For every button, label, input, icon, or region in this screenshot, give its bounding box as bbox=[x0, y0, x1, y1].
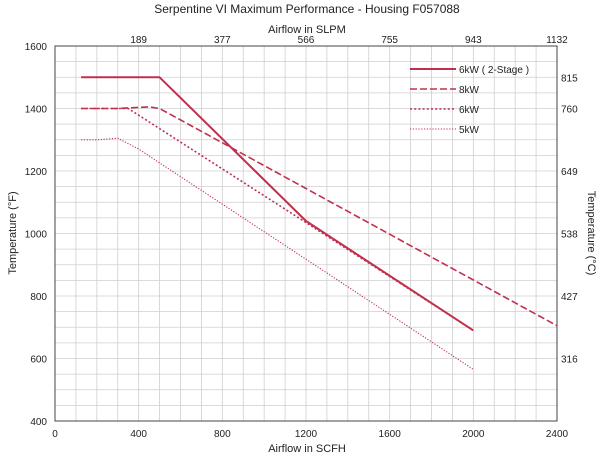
legend-label: 6kW bbox=[459, 105, 480, 116]
y2-tick-label: 649 bbox=[561, 167, 578, 178]
x2-tick-label: 566 bbox=[298, 35, 315, 46]
y-tick-label: 1200 bbox=[25, 167, 48, 178]
legend: 6kW ( 2-Stage ) 8kW 6kW 5kW bbox=[410, 65, 529, 136]
y2-tick-label: 815 bbox=[561, 73, 578, 84]
series-line-2 bbox=[81, 106, 558, 327]
y-tick-label: 1000 bbox=[25, 230, 48, 241]
y2-tick-label: 538 bbox=[561, 230, 578, 241]
chart-title: Serpentine VI Maximum Performance - Hous… bbox=[154, 2, 460, 16]
x-tick-label: 1200 bbox=[295, 429, 318, 440]
y-tick-label: 1400 bbox=[25, 105, 48, 116]
x2-axis-label: Airflow in SLPM bbox=[268, 24, 346, 36]
grid bbox=[55, 46, 557, 421]
y2-tick-label: 427 bbox=[561, 292, 578, 303]
x2-tick-label: 755 bbox=[381, 35, 398, 46]
x-tick-label: 800 bbox=[214, 429, 231, 440]
y2-tick-label: 760 bbox=[561, 105, 578, 116]
x2-tick-label: 189 bbox=[130, 35, 147, 46]
legend-label: 8kW bbox=[459, 85, 480, 96]
y2-tick-label: 316 bbox=[561, 355, 578, 366]
plot-frame bbox=[54, 45, 558, 422]
x-tick-label: 1600 bbox=[379, 429, 402, 440]
y-axis-label: Temperature (°F) bbox=[7, 191, 19, 274]
series-line-4 bbox=[81, 137, 474, 370]
y-tick-label: 600 bbox=[30, 355, 47, 366]
series-lines bbox=[81, 76, 558, 370]
y-tick-label: 1600 bbox=[25, 42, 48, 53]
x2-tick-label: 1132 bbox=[546, 35, 568, 46]
y2-axis-label: Temperature (°C) bbox=[585, 191, 597, 275]
legend-label: 5kW bbox=[459, 125, 480, 136]
x2-tick-label: 377 bbox=[214, 35, 231, 46]
x-axis-label: Airflow in SCFH bbox=[268, 443, 346, 455]
x-tick-label: 400 bbox=[130, 429, 147, 440]
x-tick-label: 2000 bbox=[462, 429, 485, 440]
x-tick-label: 0 bbox=[52, 429, 58, 440]
tick-labels: 0 400 800 1200 1600 2000 2400 400 600 800 1000 1200… bbox=[25, 35, 578, 440]
y-tick-label: 800 bbox=[30, 292, 47, 303]
legend-label: 6kW ( 2-Stage ) bbox=[459, 65, 529, 76]
x2-tick-label: 943 bbox=[465, 35, 482, 46]
x-tick-label: 2400 bbox=[546, 429, 569, 440]
series-line-3 bbox=[81, 107, 474, 332]
y-tick-label: 400 bbox=[30, 417, 47, 428]
